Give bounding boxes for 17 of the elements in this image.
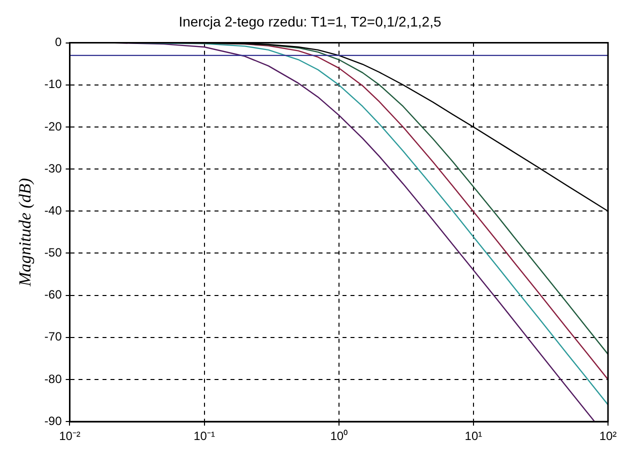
y-tick-label: -90 <box>44 414 62 428</box>
y-tick-label: -80 <box>44 372 62 386</box>
y-tick-label: -70 <box>44 330 62 344</box>
x-tick-label: 10⁰ <box>330 429 348 444</box>
y-tick-label: -30 <box>44 161 62 176</box>
y-tick-label: -10 <box>44 77 62 92</box>
x-tick-label: 10⁻² <box>59 429 80 444</box>
x-tick-label: 10¹ <box>464 429 482 444</box>
x-tick-label: 10⁻¹ <box>194 429 215 444</box>
chart-title: Inercja 2-tego rzedu: T1=1, T2=0,1/2,1,2,5 <box>178 13 442 30</box>
y-axis-title: Magnitude (dB) <box>16 178 35 288</box>
y-tick-label: -60 <box>44 288 62 302</box>
y-tick-label: -20 <box>44 119 62 134</box>
y-tick-label: 0 <box>55 35 62 50</box>
y-tick-label: -50 <box>44 246 62 260</box>
y-tick-label: -40 <box>44 203 62 218</box>
x-tick-label: 10² <box>599 429 617 444</box>
